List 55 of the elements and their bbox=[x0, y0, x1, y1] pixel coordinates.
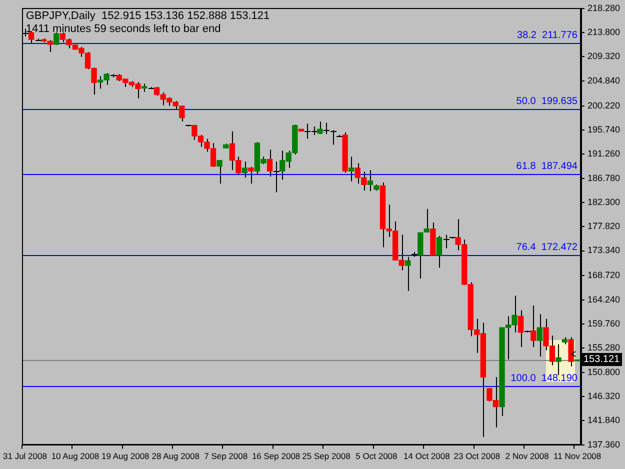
ref-line-label: 50.0 199.635 bbox=[516, 96, 578, 107]
y-tick-label: 177.820 bbox=[587, 221, 620, 232]
ref-line-label: 61.8 187.494 bbox=[516, 161, 578, 172]
y-tick-label: 182.300 bbox=[587, 196, 620, 207]
x-tick-label: 14 Oct 2008 bbox=[404, 451, 450, 462]
x-tick-label: 16 Sep 2008 bbox=[252, 451, 300, 462]
x-tick-label: 19 Aug 2008 bbox=[102, 451, 150, 462]
candlestick bbox=[348, 156, 354, 182]
x-tick-label: 23 Oct 2008 bbox=[454, 451, 500, 462]
candlestick bbox=[443, 234, 450, 249]
candlestick bbox=[330, 130, 337, 146]
y-tick-label: 204.840 bbox=[587, 75, 620, 86]
text: 1411 minutes 59 seconds left to bar end bbox=[26, 23, 221, 36]
candlestick bbox=[405, 256, 411, 292]
x-tick-label: 5 Oct 2008 bbox=[356, 451, 398, 462]
candlestick bbox=[54, 32, 60, 46]
y-tick-label: 191.260 bbox=[587, 148, 620, 159]
y-tick-label: 173.340 bbox=[587, 245, 620, 256]
candlestick bbox=[568, 336, 574, 367]
y-tick-label: 146.320 bbox=[587, 390, 620, 401]
y-tick-label: 141.840 bbox=[587, 415, 620, 426]
ref-line-label: 100.0 148.190 bbox=[510, 373, 578, 384]
x-tick-label: 28 Aug 2008 bbox=[152, 451, 200, 462]
y-tick-label: 213.800 bbox=[587, 27, 620, 38]
y-tick-label: 150.800 bbox=[587, 366, 620, 377]
x-tick-label: 10 Aug 2008 bbox=[51, 451, 100, 462]
candlestick bbox=[242, 160, 248, 178]
y-tick-label: 209.320 bbox=[587, 51, 620, 62]
candlestick bbox=[248, 166, 254, 184]
candlestick bbox=[273, 160, 280, 193]
candlestick bbox=[35, 38, 42, 41]
ref-line-label: 76.4 172.472 bbox=[516, 242, 578, 254]
y-tick-label: 137.360 bbox=[587, 439, 620, 450]
y-tick-label: 186.780 bbox=[587, 172, 620, 183]
x-tick-label: 7 Sep 2008 bbox=[204, 451, 248, 462]
x-tick-label: 2 Nov 2008 bbox=[505, 451, 550, 462]
chart-title: GBPJPY,Daily 152.915 153.136 152.888 153.121 bbox=[26, 10, 270, 22]
y-tick-label: 168.720 bbox=[587, 270, 620, 280]
ref-line-label: 153.121 bbox=[581, 352, 622, 366]
candlestick bbox=[556, 344, 562, 376]
x-tick-label: 31 Jul 2008 bbox=[3, 451, 48, 462]
candlestick bbox=[536, 314, 542, 358]
y-tick-label: 164.240 bbox=[587, 294, 620, 304]
x-tick-label: 11 Nov 2008 bbox=[554, 451, 602, 462]
y-tick-label: 200.220 bbox=[587, 100, 620, 110]
y-tick-label: 159.760 bbox=[587, 318, 620, 328]
y-tick-label: 218.280 bbox=[587, 2, 620, 13]
y-tick-label: 155.280 bbox=[587, 342, 620, 353]
y-tick-label: 195.740 bbox=[587, 124, 620, 134]
candlestick bbox=[424, 208, 430, 234]
candlestick bbox=[323, 122, 330, 134]
ref-line-label: 38.2 211.776 bbox=[517, 30, 578, 42]
x-tick-label: 25 Sep 2008 bbox=[302, 451, 351, 462]
candlestick bbox=[367, 170, 374, 192]
candlestick bbox=[216, 160, 222, 184]
